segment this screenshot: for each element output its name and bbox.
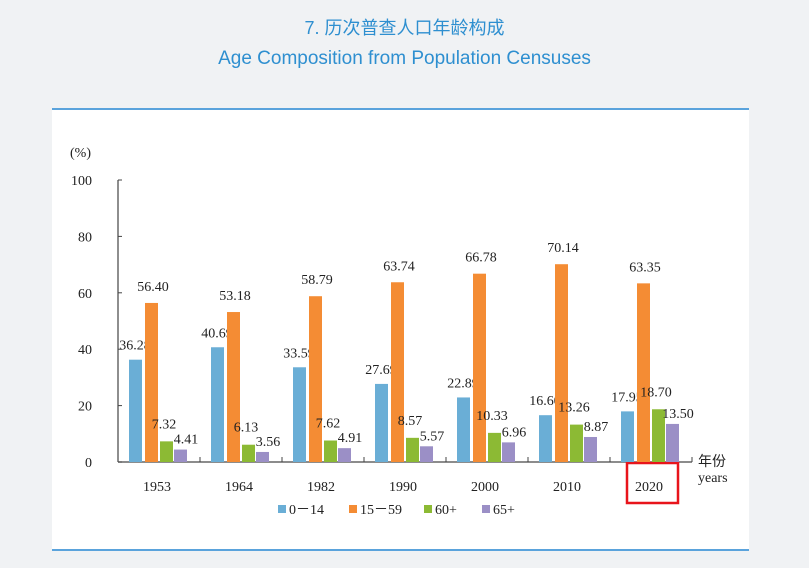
bar-0－14-1982 (293, 367, 306, 462)
legend-label: 65+ (493, 503, 515, 518)
data-label: 7.32 (152, 417, 177, 432)
x-tick-label: 1982 (307, 480, 335, 495)
y-tick-label: 80 (78, 230, 92, 245)
data-label: 27.69 (365, 363, 397, 378)
data-label: 4.41 (174, 433, 199, 448)
legend-label: 60+ (435, 503, 457, 518)
bar-0－14-2000 (457, 397, 470, 462)
data-label: 36.28 (119, 339, 151, 354)
bar-65+-2000 (502, 442, 515, 462)
legend-swatch-15－59 (349, 505, 357, 513)
bar-65+-1953 (174, 449, 187, 462)
legend-swatch-60+ (424, 505, 432, 513)
bar-60+-2020 (652, 409, 665, 462)
data-label: 17.95 (611, 390, 643, 405)
bar-60+-1982 (324, 440, 337, 462)
data-label: 3.56 (256, 435, 281, 450)
bar-15－59-2010 (555, 264, 568, 462)
data-label: 4.91 (338, 431, 363, 446)
data-label: 63.74 (383, 259, 415, 274)
x-tick-label: 2020 (635, 480, 663, 495)
data-label: 53.18 (219, 289, 251, 304)
legend-label: 0－14 (289, 503, 324, 518)
bar-15－59-1953 (145, 302, 158, 462)
bar-0－14-1990 (375, 383, 388, 462)
data-label: 16.60 (529, 394, 561, 409)
bar-60+-1990 (406, 437, 419, 462)
data-label: 58.79 (301, 273, 333, 288)
data-label: 33.59 (283, 346, 315, 361)
x-axis-label-cn: 年份 (698, 454, 726, 470)
data-label: 18.70 (640, 385, 672, 400)
legend-swatch-65+ (482, 505, 490, 513)
data-label: 13.26 (558, 401, 590, 416)
bar-0－14-2010 (539, 415, 552, 462)
bar-0－14-2020 (621, 411, 634, 462)
data-label: 6.96 (502, 425, 527, 440)
legend-swatch-0－14 (278, 505, 286, 513)
x-tick-label: 1990 (389, 480, 417, 495)
x-tick-label: 2010 (553, 480, 581, 495)
y-tick-label: 0 (85, 456, 92, 471)
bar-65+-1964 (256, 451, 269, 462)
bar-15－59-1964 (227, 312, 240, 462)
legend-label: 15－59 (360, 503, 402, 518)
bar-65+-1982 (338, 448, 351, 462)
bar-15－59-2000 (473, 273, 486, 462)
data-label: 22.89 (447, 376, 479, 391)
bar-65+-1990 (420, 446, 433, 462)
data-label: 10.33 (476, 409, 508, 424)
bar-15－59-1982 (309, 296, 322, 462)
y-tick-label: 60 (78, 287, 92, 302)
data-label: 40.69 (201, 326, 233, 341)
title-chinese: 7. 历次普查人口年龄构成 (304, 18, 505, 38)
data-label: 13.50 (662, 407, 694, 422)
bar-0－14-1953 (129, 359, 142, 462)
x-axis-label-en: years (698, 471, 728, 486)
data-label: 63.35 (629, 260, 661, 275)
data-label: 70.14 (547, 241, 579, 256)
x-tick-label: 1953 (143, 480, 171, 495)
title-english: Age Composition from Population Censuses (218, 48, 591, 69)
data-label: 66.78 (465, 251, 497, 266)
x-tick-label: 2000 (471, 480, 499, 495)
bar-15－59-1990 (391, 282, 404, 462)
data-label: 8.57 (398, 414, 423, 429)
data-label: 56.40 (137, 280, 169, 295)
data-label: 8.87 (584, 420, 609, 435)
y-tick-label: 20 (78, 400, 92, 415)
x-tick-label: 1964 (225, 480, 253, 495)
highlight-box (625, 461, 680, 505)
bar-65+-2010 (584, 436, 597, 462)
bar-60+-1964 (242, 444, 255, 462)
bar-0－14-1964 (211, 347, 224, 462)
y-tick-label: 100 (71, 174, 92, 189)
data-label: 5.57 (420, 429, 445, 444)
bar-60+-2010 (570, 424, 583, 462)
bar-15－59-2020 (637, 283, 650, 462)
bar-65+-2020 (666, 423, 679, 462)
bar-60+-2000 (488, 432, 501, 462)
y-axis-label: (%) (70, 146, 91, 161)
data-label: 6.13 (234, 421, 259, 436)
y-tick-label: 40 (78, 343, 92, 358)
data-label: 7.62 (316, 417, 341, 432)
bar-60+-1953 (160, 441, 173, 462)
